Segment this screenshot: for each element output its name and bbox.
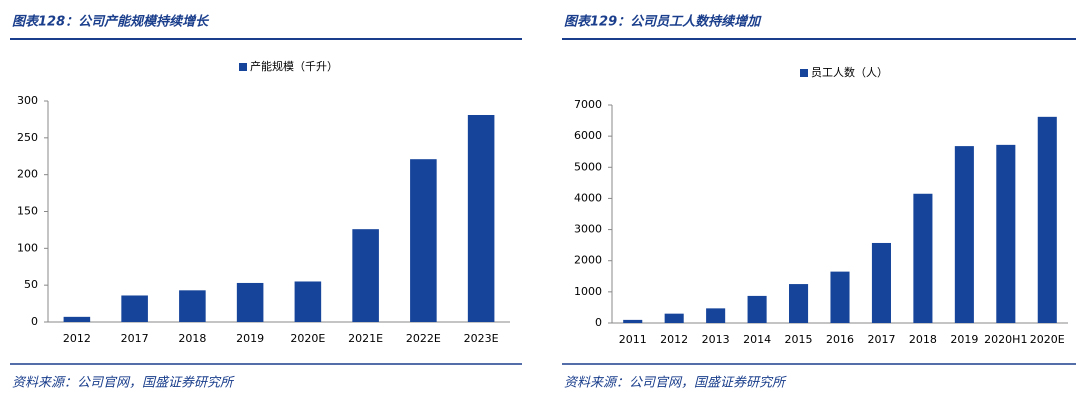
y-tick-label: 300 (17, 94, 38, 107)
y-tick-label: 3000 (574, 223, 602, 236)
x-tick-label: 2021E (348, 332, 383, 345)
y-tick-label: 50 (24, 278, 38, 291)
legend-swatch (239, 63, 247, 71)
x-tick-label: 2020H1 (984, 333, 1027, 346)
y-tick-label: 1000 (574, 285, 602, 298)
x-tick-label: 2012 (63, 332, 91, 345)
bar (410, 159, 437, 322)
bar (664, 313, 684, 323)
y-tick-label: 100 (17, 241, 38, 254)
legend-label: 员工人数（人） (811, 66, 888, 79)
y-tick-label: 0 (31, 315, 38, 328)
chart-title: 图表128：公司产能规模持续增长 (12, 14, 210, 30)
y-tick-label: 0 (595, 316, 602, 329)
bar (996, 144, 1016, 323)
bar (1037, 116, 1057, 323)
x-tick-label: 2020E (290, 332, 325, 345)
x-tick-label: 2019 (236, 332, 264, 345)
y-tick-label: 250 (17, 131, 38, 144)
bar (623, 319, 643, 323)
x-tick-label: 2017 (121, 332, 149, 345)
x-tick-label: 2017 (867, 333, 895, 346)
bar (871, 242, 891, 323)
y-tick-label: 200 (17, 168, 38, 181)
legend-swatch (800, 69, 808, 77)
bar (179, 290, 206, 322)
bar (954, 146, 974, 323)
source-note: 资料来源：公司官网，国盛证券研究所 (12, 375, 235, 391)
bar (913, 193, 933, 323)
bar (352, 229, 379, 322)
bar (294, 281, 322, 322)
y-tick-label: 5000 (574, 160, 602, 173)
bar (236, 282, 264, 322)
bar (789, 284, 809, 323)
x-tick-label: 2023E (464, 332, 499, 345)
source-note: 资料来源：公司官网，国盛证券研究所 (564, 375, 787, 391)
y-tick-label: 6000 (574, 129, 602, 142)
x-tick-label: 2022E (406, 332, 441, 345)
x-tick-label: 2018 (909, 333, 937, 346)
x-tick-label: 2015 (785, 333, 813, 346)
x-tick-label: 2013 (702, 333, 730, 346)
y-tick-label: 150 (17, 205, 38, 218)
x-tick-label: 2014 (743, 333, 771, 346)
y-tick-label: 2000 (574, 254, 602, 267)
bar (467, 114, 495, 322)
x-tick-label: 2012 (660, 333, 688, 346)
bar (121, 295, 148, 322)
legend-label: 产能规模（千升） (250, 59, 338, 73)
y-tick-label: 7000 (574, 98, 602, 111)
bar (63, 316, 91, 322)
x-tick-label: 2016 (826, 333, 854, 346)
bar (747, 295, 767, 323)
x-tick-label: 2011 (619, 333, 647, 346)
chart-title: 图表129：公司员工人数持续增加 (564, 14, 762, 30)
y-tick-label: 4000 (574, 191, 602, 204)
bar (706, 308, 726, 323)
bar (830, 271, 850, 323)
x-tick-label: 2019 (950, 333, 978, 346)
x-tick-label: 2020E (1030, 333, 1065, 346)
x-tick-label: 2018 (178, 332, 206, 345)
